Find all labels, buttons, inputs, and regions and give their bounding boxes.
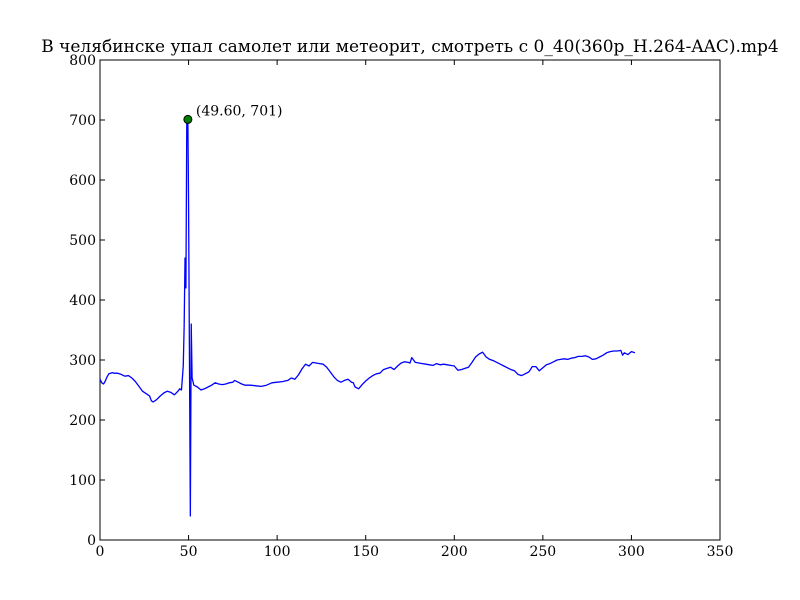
x-tick-label: 200 [441, 544, 468, 560]
y-axis: 0 100 200 300 400 500 600 700 800 [69, 53, 720, 549]
x-tick-label: 350 [707, 544, 734, 560]
y-tick-label: 400 [69, 293, 96, 309]
x-tick-label: 300 [618, 544, 645, 560]
annotations: (49.60, 701) [183, 103, 283, 124]
peak-marker [183, 114, 193, 124]
y-tick-label: 100 [69, 473, 96, 489]
x-tick-label: 0 [96, 544, 105, 560]
x-tick-label: 100 [264, 544, 291, 560]
series-line [99, 118, 636, 517]
y-tick-label: 700 [69, 113, 96, 129]
x-tick-label: 150 [352, 544, 379, 560]
x-axis: 0 50 100 150 200 250 300 350 [96, 60, 734, 560]
y-tick-label: 0 [87, 533, 96, 549]
y-tick-label: 300 [69, 353, 96, 369]
y-tick-label: 800 [69, 53, 96, 69]
x-tick-label: 250 [529, 544, 556, 560]
y-tick-label: 200 [69, 413, 96, 429]
plot-frame [99, 59, 721, 541]
chart-title: В челябинске упал самолет или метеорит, … [41, 37, 779, 57]
x-tick-label: 50 [180, 544, 198, 560]
y-tick-label: 500 [69, 233, 96, 249]
peak-label: (49.60, 701) [196, 103, 283, 119]
y-tick-label: 600 [69, 173, 96, 189]
